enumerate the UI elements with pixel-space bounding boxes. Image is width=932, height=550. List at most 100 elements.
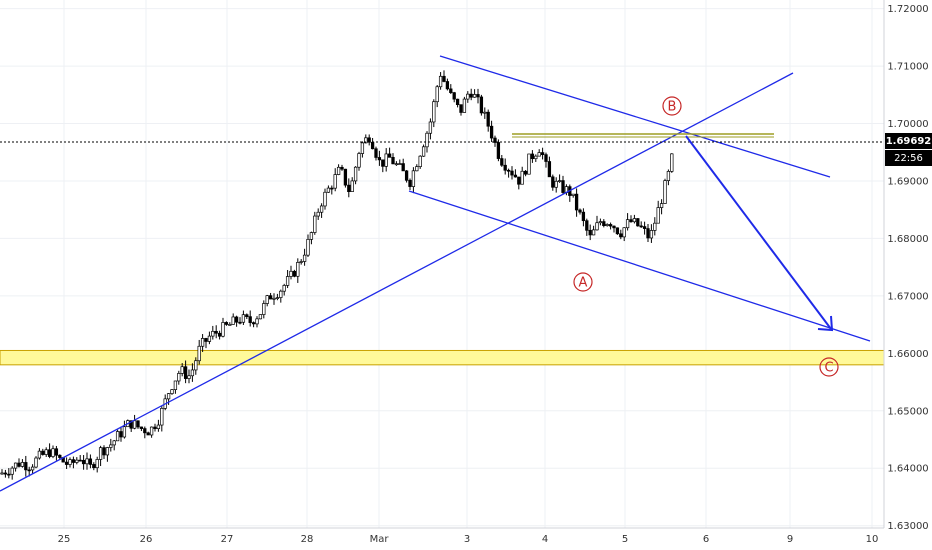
candle-body	[265, 295, 269, 304]
candle-body	[496, 142, 501, 159]
wave-label-circle-b	[662, 96, 682, 116]
candle-body	[119, 431, 123, 438]
candle-body	[622, 227, 626, 238]
candle-body	[105, 447, 110, 456]
candle-body	[194, 360, 198, 371]
candle-body	[432, 101, 436, 123]
candle-body	[75, 459, 79, 463]
candle-body	[115, 431, 120, 442]
candle-body	[343, 168, 348, 186]
candle-body	[136, 420, 140, 428]
candle-body	[81, 459, 86, 465]
candle-body	[547, 161, 552, 178]
candle-body	[71, 459, 76, 463]
candle-body	[479, 96, 484, 114]
candle-body	[149, 426, 154, 436]
time-tick-label: 6	[703, 534, 709, 545]
candle-body	[78, 459, 82, 462]
candle-body	[47, 449, 52, 457]
candle-body	[578, 209, 582, 213]
candle-body	[612, 225, 616, 229]
time-tick-label: 3	[464, 534, 470, 545]
candle-body	[574, 193, 579, 211]
candle-body	[520, 170, 524, 185]
candle-body	[642, 226, 647, 229]
price-axis[interactable]: 1.72000 1.71000 1.70000 1.69000 1.68000 1.670…	[883, 0, 932, 550]
wave-label-c: C	[824, 361, 833, 376]
candle-body	[663, 180, 667, 204]
candle-body	[398, 163, 402, 165]
candle-body	[292, 270, 297, 277]
trendlines-layer	[0, 55, 884, 492]
projection-arrow-head	[817, 315, 834, 332]
candle-body	[30, 466, 35, 471]
time-axis[interactable]: 25 26 27 28 Mar 3 4 5 6 9 10	[0, 527, 884, 550]
time-tick-label: 27	[221, 534, 234, 545]
candle-body	[591, 229, 596, 236]
candle-body	[506, 169, 511, 172]
candle-body	[217, 332, 222, 337]
time-tick-label: 28	[301, 534, 314, 545]
time-tick-label: 5	[622, 534, 628, 545]
candle-body	[187, 375, 191, 379]
candle-body	[656, 207, 660, 224]
candle-body	[442, 75, 446, 82]
ascending-trendline	[0, 72, 794, 492]
candle-body	[326, 187, 331, 193]
time-tick-label: 26	[140, 534, 153, 545]
candle-body	[221, 322, 225, 337]
price-tick-label: 1.63000	[887, 521, 928, 532]
candle-body	[279, 290, 283, 298]
candle-body	[173, 380, 178, 390]
candle-body	[44, 449, 48, 455]
candle-body	[58, 454, 62, 458]
candle-body	[153, 426, 157, 430]
candle-body	[588, 229, 592, 236]
price-tick-label: 1.64000	[887, 464, 928, 475]
candle-body	[670, 153, 674, 172]
candle-body	[360, 142, 365, 154]
candle-body	[649, 230, 654, 239]
time-tick-label: 4	[542, 534, 548, 545]
candle-body	[476, 94, 480, 98]
candle-body	[517, 176, 521, 185]
candle-body	[527, 153, 531, 175]
candle-body	[224, 322, 229, 325]
candle-body	[347, 184, 351, 192]
candle-body	[459, 104, 463, 113]
candle-body	[262, 303, 266, 315]
price-tick-label: 1.71000	[887, 62, 928, 73]
candle-body	[17, 462, 21, 467]
time-tick-label: Mar	[370, 534, 390, 545]
price-tick-label: 1.69000	[887, 176, 928, 187]
candle-body	[228, 324, 232, 326]
candle-body	[51, 448, 55, 457]
candle-body	[309, 232, 314, 240]
candle-body	[411, 170, 416, 187]
candle-body	[296, 262, 300, 277]
candle-body	[7, 473, 11, 476]
price-tick-label: 1.68000	[887, 234, 928, 245]
candle-body	[88, 458, 93, 465]
candle-body	[258, 314, 263, 320]
candle-body	[544, 154, 548, 162]
lower-channel-line	[408, 190, 871, 342]
candle-body	[156, 424, 161, 430]
candle-body	[595, 222, 599, 231]
candle-body	[581, 211, 586, 222]
time-tick-label: 10	[866, 534, 879, 545]
candle-body	[102, 447, 106, 456]
candle-body	[605, 224, 609, 226]
candle-body	[245, 314, 249, 317]
candle-body	[24, 462, 28, 471]
candle-body	[571, 193, 575, 196]
candle-body	[636, 218, 640, 227]
candle-body	[659, 203, 664, 208]
candle-body	[214, 330, 218, 334]
candle-body	[391, 156, 395, 165]
candle-body	[336, 166, 341, 175]
candle-body	[421, 146, 426, 157]
projection-arrow-line	[685, 135, 832, 330]
candle-body	[285, 276, 290, 286]
